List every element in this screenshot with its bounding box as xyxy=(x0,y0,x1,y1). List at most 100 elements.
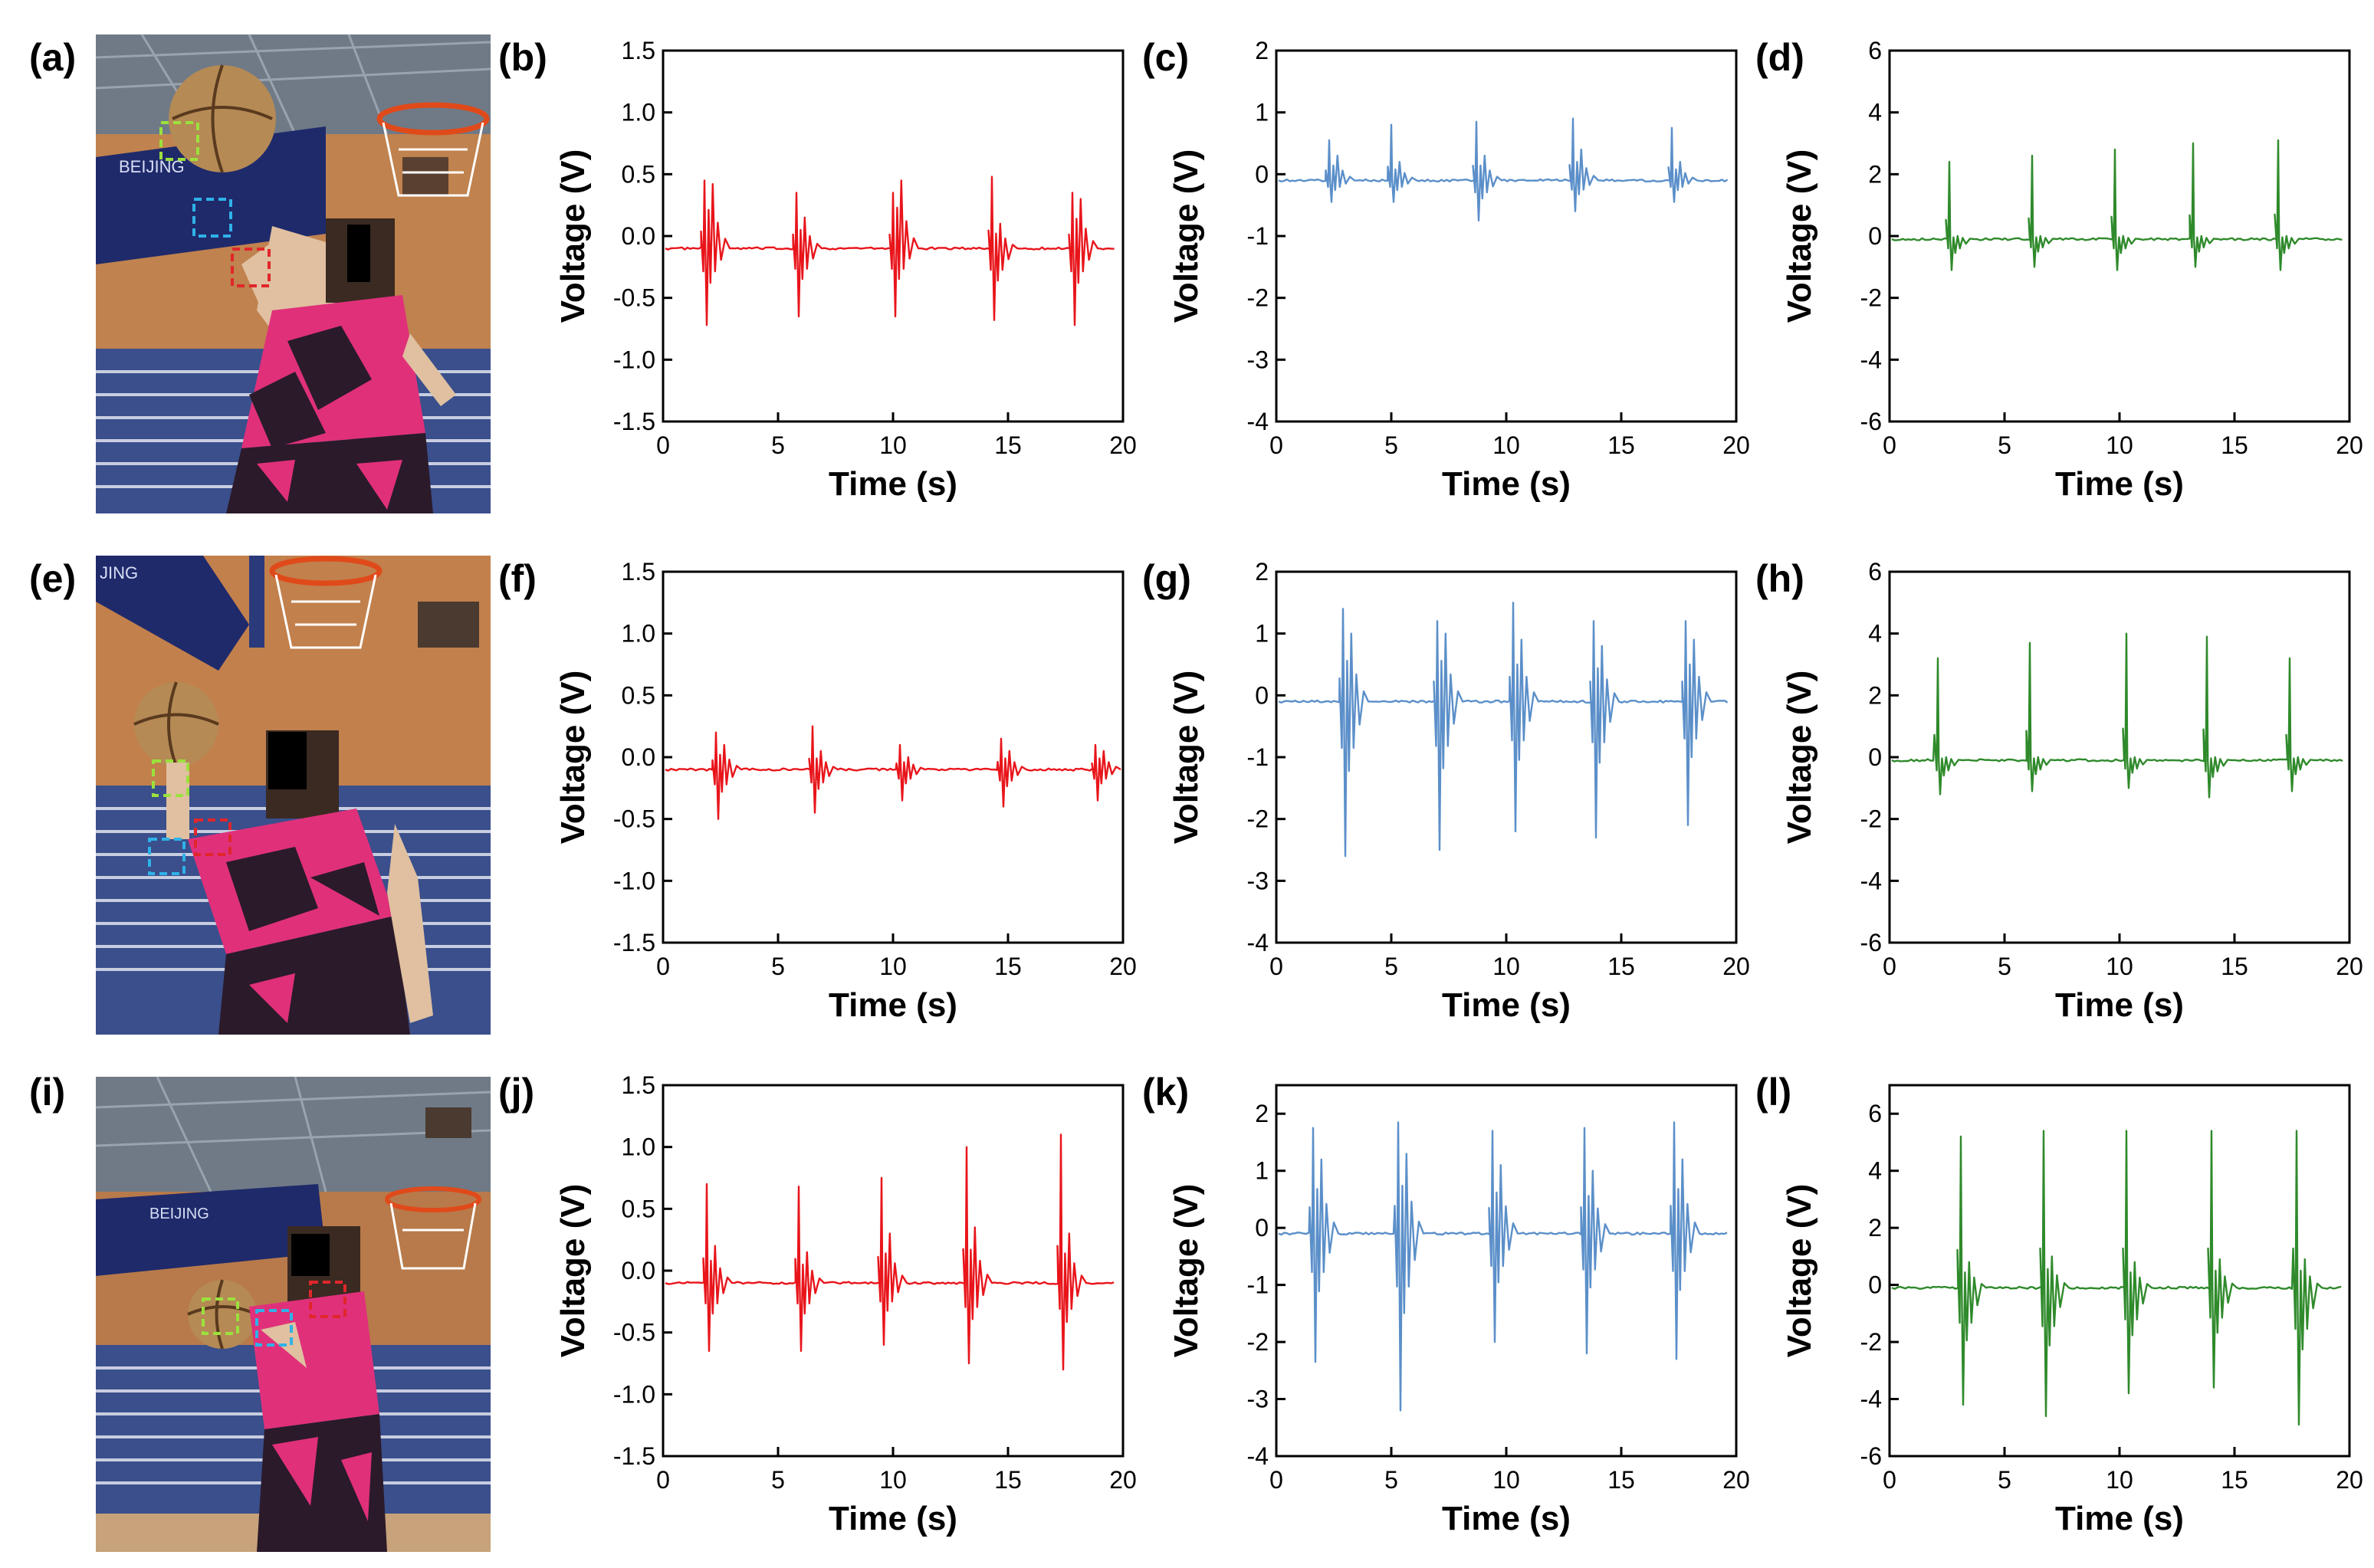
chart-d-xtick-label: 10 xyxy=(2106,431,2133,459)
chart-h-ylabel: Voltage (V) xyxy=(1781,671,1818,845)
chart-f-xtick-label: 15 xyxy=(994,953,1022,980)
chart-l-series-line xyxy=(1891,1130,2342,1426)
chart-f-xtick-label: 5 xyxy=(771,953,785,980)
chart-c-ylabel: Voltage (V) xyxy=(1167,149,1205,323)
chart-c-ytick-label: -3 xyxy=(1247,346,1269,373)
chart-j: 0 5 10 15 20 -1.5 -1.0 -0.5 0.0 0.5 1.0 1.5 Time (s)… xyxy=(554,1071,1137,1537)
chart-k-xtick-label: 15 xyxy=(1607,1466,1635,1494)
chart-g-xtick-label: 5 xyxy=(1384,953,1398,980)
chart-g: 0 5 10 15 20 -4 -3 -2 -1 0 1 2 Time (s) Voltage (V) xyxy=(1167,558,1750,1024)
chart-f-ytick-label: 0.5 xyxy=(622,681,655,709)
chart-d-ytick-label: -2 xyxy=(1860,284,1882,312)
panel-label-l: (l) xyxy=(1755,1071,1792,1114)
chart-f-series-line xyxy=(665,725,1121,820)
chart-b-series-line xyxy=(665,175,1115,326)
chart-b-ytick-label: 0.5 xyxy=(622,160,655,188)
chart-h-frame xyxy=(1888,570,2351,944)
chart-g-ytick-label: -3 xyxy=(1247,867,1269,894)
panel-label-i: (i) xyxy=(29,1071,66,1114)
chart-b-ylabel: Voltage (V) xyxy=(554,149,592,323)
chart-g-xtick-label: 20 xyxy=(1722,953,1750,980)
chart-f-ytick-label: -0.5 xyxy=(613,805,655,833)
chart-b: 0 5 10 15 20 -1.5 -1.0 -0.5 0.0 0.5 1.0 1.5 Time (s)… xyxy=(554,37,1137,503)
chart-f-ytick-label: 1.0 xyxy=(622,620,655,648)
panel-label-b: (b) xyxy=(498,36,547,79)
chart-d-series-line xyxy=(1891,139,2343,271)
chart-g-xtick-label: 10 xyxy=(1492,953,1520,980)
panel-label-g: (g) xyxy=(1142,557,1191,600)
chart-d-ylabel: Voltage (V) xyxy=(1781,149,1818,323)
chart-l-xtick-label: 10 xyxy=(2106,1466,2133,1494)
chart-d-xtick-label: 0 xyxy=(1883,431,1896,459)
chart-k-frame xyxy=(1275,1084,1738,1458)
chart-c-xtick-label: 10 xyxy=(1492,431,1520,459)
chart-k-xtick-label: 0 xyxy=(1269,1466,1283,1494)
chart-j-xlabel: Time (s) xyxy=(829,1500,957,1537)
chart-h-ytick-label: 2 xyxy=(1868,681,1882,709)
chart-d-ytick-label: -4 xyxy=(1860,346,1882,373)
chart-h-ytick-label: -2 xyxy=(1860,805,1882,833)
chart-k-ylabel: Voltage (V) xyxy=(1167,1184,1205,1358)
chart-h-series-line xyxy=(1891,632,2343,799)
chart-b-xtick-label: 15 xyxy=(994,431,1022,459)
chart-j-ytick-label: 1.5 xyxy=(622,1071,655,1099)
chart-h-ytick-label: 6 xyxy=(1868,558,1882,586)
chart-k-xtick-label: 5 xyxy=(1384,1466,1398,1494)
chart-c-ytick-label: 0 xyxy=(1255,160,1269,188)
chart-b-xtick-label: 5 xyxy=(771,431,785,459)
chart-j-ytick-label: -1.0 xyxy=(613,1380,655,1408)
chart-d-ytick-label: 2 xyxy=(1868,160,1882,188)
chart-l: 0 5 10 15 20 -6 -4 -2 0 2 4 6 Time (s) Voltage (V) xyxy=(1781,1084,2363,1537)
chart-j-ylabel: Voltage (V) xyxy=(554,1184,592,1358)
panel-label-j: (j) xyxy=(498,1071,535,1114)
chart-l-xtick-label: 0 xyxy=(1883,1466,1896,1494)
chart-h-xtick-label: 0 xyxy=(1883,953,1896,980)
chart-d-ytick-label: 4 xyxy=(1868,99,1882,126)
chart-k-series-line xyxy=(1278,1121,1728,1412)
chart-j-xtick-label: 20 xyxy=(1109,1466,1137,1494)
chart-c-xlabel: Time (s) xyxy=(1442,465,1571,503)
chart-f-xlabel: Time (s) xyxy=(829,986,957,1024)
chart-j-ytick-label: 0.0 xyxy=(622,1257,655,1284)
chart-l-ylabel: Voltage (V) xyxy=(1781,1184,1818,1358)
panel-label-a: (a) xyxy=(29,36,77,79)
chart-f-ytick-label: 0.0 xyxy=(622,743,655,771)
chart-c-xtick-label: 15 xyxy=(1607,431,1635,459)
chart-c-ytick-label: 1 xyxy=(1255,99,1269,126)
chart-f-ytick-label: -1.0 xyxy=(613,867,655,894)
chart-k-ytick-label: 2 xyxy=(1255,1100,1269,1127)
chart-k-ytick-label: -2 xyxy=(1247,1328,1269,1356)
chart-g-xlabel: Time (s) xyxy=(1442,986,1571,1024)
photo-e: JING xyxy=(96,556,491,1035)
chart-h-xtick-label: 15 xyxy=(2221,953,2248,980)
chart-b-ytick-label: 1.0 xyxy=(622,99,655,126)
chart-g-ytick-label: 0 xyxy=(1255,681,1269,709)
chart-c-ytick-label: -4 xyxy=(1247,408,1269,435)
chart-g-xtick-label: 15 xyxy=(1607,953,1635,980)
chart-f-xtick-label: 20 xyxy=(1109,953,1137,980)
panel-label-f: (f) xyxy=(498,557,537,600)
chart-c-series-line xyxy=(1278,117,1729,222)
chart-k-ytick-label: -1 xyxy=(1247,1271,1269,1299)
chart-h-ytick-label: 4 xyxy=(1868,620,1882,648)
chart-h-ytick-label: -6 xyxy=(1860,929,1882,956)
chart-f: 0 5 10 15 20 -1.5 -1.0 -0.5 0.0 0.5 1.0 1.5 Time (s)… xyxy=(554,558,1137,1024)
chart-f-ylabel: Voltage (V) xyxy=(554,671,592,845)
chart-c-xtick-label: 5 xyxy=(1384,431,1398,459)
chart-k-ytick-label: 1 xyxy=(1255,1157,1269,1185)
chart-d-ytick-label: 6 xyxy=(1868,37,1882,64)
chart-c-ytick-label: -2 xyxy=(1247,284,1269,312)
chart-g-xtick-label: 0 xyxy=(1269,953,1283,980)
chart-b-xlabel: Time (s) xyxy=(829,465,957,503)
chart-l-xlabel: Time (s) xyxy=(2055,1500,2184,1537)
chart-h-xtick-label: 10 xyxy=(2106,953,2133,980)
panel-label-c: (c) xyxy=(1142,36,1190,79)
chart-b-ytick-label: -1.5 xyxy=(613,408,655,435)
chart-h-ytick-label: -4 xyxy=(1860,867,1882,894)
photo-a-backboard-text: BEIJING xyxy=(119,157,185,176)
chart-d-xtick-label: 5 xyxy=(1998,431,2011,459)
chart-j-xtick-label: 0 xyxy=(656,1466,670,1494)
chart-g-ylabel: Voltage (V) xyxy=(1167,671,1205,845)
photo-i: BEIJING xyxy=(96,1077,491,1552)
chart-j-ytick-label: 0.5 xyxy=(622,1195,655,1222)
